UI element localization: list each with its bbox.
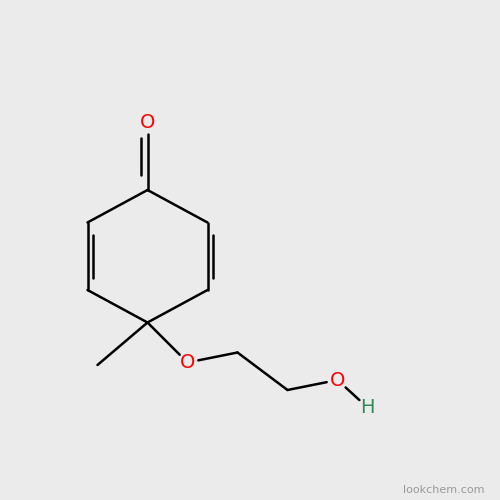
Text: H: H (360, 398, 375, 417)
Text: O: O (180, 353, 195, 372)
Text: O: O (140, 113, 155, 132)
Text: lookchem.com: lookchem.com (404, 485, 485, 495)
Text: O: O (330, 370, 345, 390)
